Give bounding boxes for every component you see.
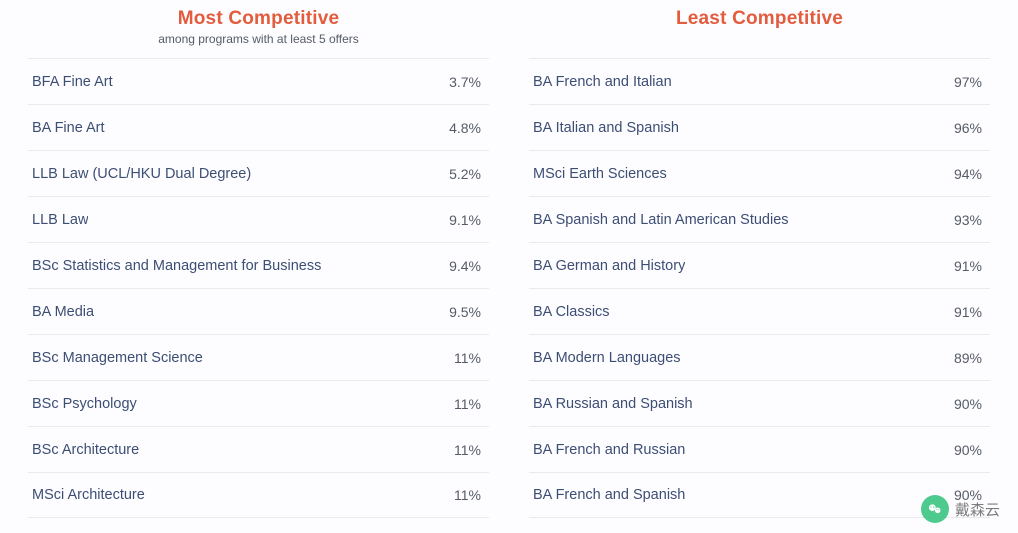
table-row: BSc Psychology 11% [28, 380, 489, 426]
program-pct: 11% [442, 350, 481, 366]
table-row: BSc Architecture 11% [28, 426, 489, 472]
program-name: LLB Law (UCL/HKU Dual Degree) [32, 166, 251, 182]
watermark: 戴森云 [921, 495, 1000, 523]
program-pct: 9.5% [437, 304, 481, 320]
program-pct: 11% [442, 487, 481, 503]
program-name: BA Italian and Spanish [533, 120, 679, 136]
right-heading: Least Competitive [529, 8, 990, 52]
program-name: BSc Management Science [32, 350, 203, 366]
program-name: BSc Architecture [32, 442, 139, 458]
table-row: MSci Architecture 11% [28, 472, 489, 518]
program-name: BA French and Spanish [533, 487, 685, 503]
program-name: MSci Earth Sciences [533, 166, 667, 182]
program-pct: 96% [942, 120, 982, 136]
table-row: BA German and History 91% [529, 242, 990, 288]
program-pct: 9.4% [437, 258, 481, 274]
table-row: BA French and Russian 90% [529, 426, 990, 472]
table-row: BA Fine Art 4.8% [28, 104, 489, 150]
program-name: BA French and Russian [533, 442, 685, 458]
least-competitive-column: Least Competitive BA French and Italian 9… [529, 8, 990, 518]
table-row: BSc Statistics and Management for Busine… [28, 242, 489, 288]
program-pct: 5.2% [437, 166, 481, 182]
table-row: BFA Fine Art 3.7% [28, 58, 489, 104]
program-name: BA French and Italian [533, 74, 672, 90]
program-pct: 97% [942, 74, 982, 90]
program-name: BA Modern Languages [533, 350, 681, 366]
program-pct: 91% [942, 304, 982, 320]
program-name: BA Media [32, 304, 94, 320]
program-name: BSc Statistics and Management for Busine… [32, 258, 321, 274]
program-name: BFA Fine Art [32, 74, 113, 90]
table-row: BA Media 9.5% [28, 288, 489, 334]
table-row: LLB Law (UCL/HKU Dual Degree) 5.2% [28, 150, 489, 196]
table-row: BA French and Italian 97% [529, 58, 990, 104]
table-row: BSc Management Science 11% [28, 334, 489, 380]
program-pct: 93% [942, 212, 982, 228]
program-pct: 4.8% [437, 120, 481, 136]
program-name: MSci Architecture [32, 487, 145, 503]
left-subtitle: among programs with at least 5 offers [28, 32, 489, 46]
program-name: BA Classics [533, 304, 610, 320]
program-name: BSc Psychology [32, 396, 137, 412]
table-row: LLB Law 9.1% [28, 196, 489, 242]
program-pct: 94% [942, 166, 982, 182]
program-pct: 91% [942, 258, 982, 274]
table-row: BA Russian and Spanish 90% [529, 380, 990, 426]
program-pct: 90% [942, 396, 982, 412]
wechat-icon [921, 495, 949, 523]
table-row: BA Italian and Spanish 96% [529, 104, 990, 150]
program-name: BA Spanish and Latin American Studies [533, 212, 789, 228]
table-row: MSci Earth Sciences 94% [529, 150, 990, 196]
left-heading: Most Competitive among programs with at … [28, 8, 489, 52]
program-pct: 9.1% [437, 212, 481, 228]
program-pct: 3.7% [437, 74, 481, 90]
program-name: BA Russian and Spanish [533, 396, 693, 412]
right-title: Least Competitive [529, 8, 990, 30]
most-competitive-column: Most Competitive among programs with at … [28, 8, 489, 518]
right-rows: BA French and Italian 97% BA Italian and S… [529, 58, 990, 518]
program-pct: 11% [442, 396, 481, 412]
left-rows: BFA Fine Art 3.7% BA Fine Art 4.8% LLB Law (… [28, 58, 489, 518]
table-row: BA Modern Languages 89% [529, 334, 990, 380]
program-name: BA German and History [533, 258, 685, 274]
program-pct: 89% [942, 350, 982, 366]
program-name: LLB Law [32, 212, 88, 228]
program-name: BA Fine Art [32, 120, 105, 136]
watermark-text: 戴森云 [955, 499, 1000, 520]
left-title: Most Competitive [28, 8, 489, 30]
table-row: BA Spanish and Latin American Studies 93% [529, 196, 990, 242]
program-pct: 90% [942, 442, 982, 458]
table-row: BA Classics 91% [529, 288, 990, 334]
columns-container: Most Competitive among programs with at … [28, 8, 990, 518]
program-pct: 11% [442, 442, 481, 458]
